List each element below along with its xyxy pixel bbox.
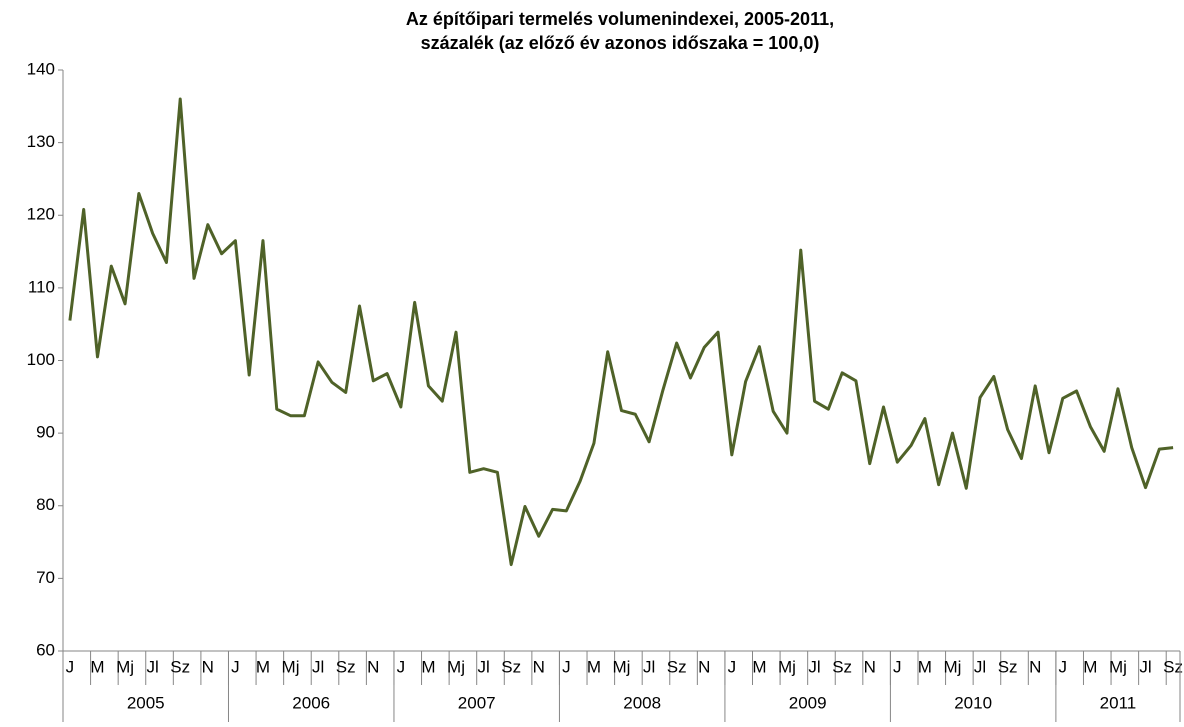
- x-tick-label: Jl: [643, 657, 655, 676]
- x-tick-label: Mj: [1109, 657, 1127, 676]
- y-tick-label: 70: [36, 568, 55, 587]
- x-tick-label: Jl: [312, 657, 324, 676]
- x-tick-label: J: [397, 657, 406, 676]
- x-tick-label: N: [1029, 657, 1041, 676]
- chart-title: százalék (az előző év azonos időszaka = …: [421, 33, 820, 53]
- x-tick-label: Sz: [832, 657, 852, 676]
- y-tick-label: 90: [36, 423, 55, 442]
- year-label: 2008: [623, 693, 661, 712]
- x-tick-label: N: [202, 657, 214, 676]
- x-tick-label: Sz: [170, 657, 190, 676]
- data-line: [68, 97, 1174, 567]
- y-tick-label: 60: [36, 640, 55, 659]
- year-label: 2006: [292, 693, 330, 712]
- x-tick-label: Jl: [146, 657, 158, 676]
- x-tick-label: Sz: [501, 657, 521, 676]
- x-tick-label: M: [256, 657, 270, 676]
- x-tick-label: N: [533, 657, 545, 676]
- x-tick-label: M: [90, 657, 104, 676]
- year-label: 2007: [458, 693, 496, 712]
- x-tick-label: Jl: [1139, 657, 1151, 676]
- y-tick-label: 130: [27, 132, 55, 151]
- y-tick-label: 110: [28, 277, 55, 296]
- year-label: 2011: [1100, 693, 1137, 712]
- x-tick-label: Jl: [477, 657, 489, 676]
- year-label: 2010: [954, 693, 992, 712]
- year-label: 2009: [789, 693, 827, 712]
- x-tick-label: M: [1083, 657, 1097, 676]
- y-tick-label: 140: [27, 59, 55, 78]
- y-tick-label: 80: [36, 495, 55, 514]
- x-tick-label: Mj: [943, 657, 961, 676]
- x-tick-label: Jl: [808, 657, 820, 676]
- x-tick-label: N: [698, 657, 710, 676]
- year-label: 2005: [127, 693, 165, 712]
- x-tick-label: Sz: [667, 657, 687, 676]
- x-tick-label: J: [562, 657, 571, 676]
- y-tick-label: 100: [27, 350, 55, 369]
- x-tick-label: Mj: [116, 657, 134, 676]
- x-tick-label: Jl: [974, 657, 986, 676]
- x-tick-label: M: [421, 657, 435, 676]
- x-tick-label: Sz: [336, 657, 356, 676]
- x-tick-label: Sz: [998, 657, 1018, 676]
- x-tick-label: Mj: [447, 657, 465, 676]
- x-tick-label: J: [728, 657, 737, 676]
- x-tick-label: Mj: [282, 657, 300, 676]
- y-tick-label: 120: [27, 205, 55, 224]
- x-tick-label: M: [752, 657, 766, 676]
- x-tick-label: N: [864, 657, 876, 676]
- x-tick-label: J: [66, 657, 75, 676]
- x-tick-label: J: [231, 657, 240, 676]
- x-tick-label: Mj: [613, 657, 631, 676]
- x-tick-label: Sz: [1163, 657, 1183, 676]
- chart-title: Az építőipari termelés volumenindexei, 2…: [406, 9, 834, 29]
- x-tick-label: Mj: [778, 657, 796, 676]
- x-tick-label: J: [1059, 657, 1068, 676]
- x-tick-label: M: [918, 657, 932, 676]
- x-tick-label: J: [893, 657, 902, 676]
- x-tick-label: M: [587, 657, 601, 676]
- x-tick-label: N: [367, 657, 379, 676]
